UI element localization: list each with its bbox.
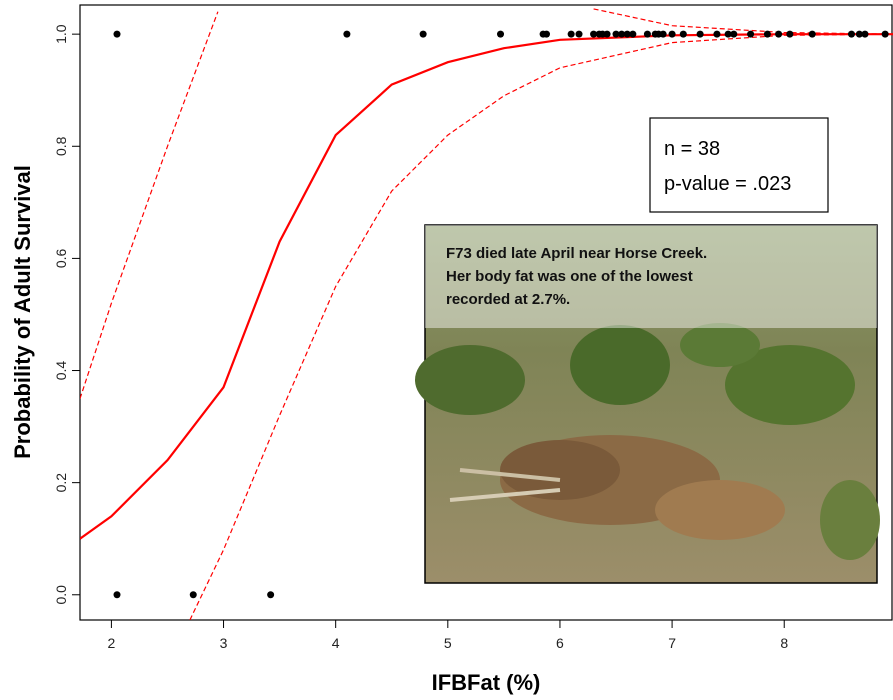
data-point: [882, 31, 889, 38]
data-point: [629, 31, 636, 38]
data-point: [644, 31, 651, 38]
caption-line: F73 died late April near Horse Creek.: [446, 245, 707, 262]
x-tick-label: 6: [556, 635, 564, 651]
data-point: [267, 591, 274, 598]
data-point: [861, 31, 868, 38]
y-tick-label: 0.0: [53, 585, 69, 605]
x-axis-title: IFBFat (%): [432, 670, 541, 695]
data-point: [190, 591, 197, 598]
data-point: [747, 31, 754, 38]
y-tick-label: 0.4: [53, 361, 69, 381]
data-point: [680, 31, 687, 38]
x-tick-label: 3: [220, 635, 228, 651]
caption-line: recorded at 2.7%.: [446, 291, 570, 308]
y-tick-label: 0.6: [53, 248, 69, 268]
annotation-box: [650, 118, 828, 212]
x-tick-label: 5: [444, 635, 452, 651]
x-tick-label: 7: [668, 635, 676, 651]
data-point: [114, 591, 121, 598]
chart: F73 died late April near Horse Creek. Her…: [0, 0, 893, 700]
y-axis-title: Probability of Adult Survival: [10, 165, 35, 459]
caption-line: Her body fat was one of the lowest: [446, 268, 693, 285]
data-point: [114, 31, 121, 38]
data-point: [713, 31, 720, 38]
data-point: [730, 31, 737, 38]
annotation-text: n = 38: [664, 138, 720, 160]
x-tick-label: 4: [332, 635, 340, 651]
x-tick-label: 8: [780, 635, 788, 651]
data-point: [697, 31, 704, 38]
y-tick-label: 0.8: [53, 136, 69, 156]
data-point: [604, 31, 611, 38]
x-tick-label: 2: [108, 635, 116, 651]
data-point: [669, 31, 676, 38]
data-point: [343, 31, 350, 38]
data-point: [497, 31, 504, 38]
data-point: [848, 31, 855, 38]
data-point: [660, 31, 667, 38]
data-point: [786, 31, 793, 38]
data-point: [568, 31, 575, 38]
data-point: [775, 31, 782, 38]
data-point: [764, 31, 771, 38]
data-point: [576, 31, 583, 38]
data-point: [420, 31, 427, 38]
y-tick-label: 0.2: [53, 473, 69, 493]
y-tick-label: 1.0: [53, 24, 69, 44]
annotation-text: p-value = .023: [664, 173, 791, 195]
data-point: [543, 31, 550, 38]
data-point: [809, 31, 816, 38]
